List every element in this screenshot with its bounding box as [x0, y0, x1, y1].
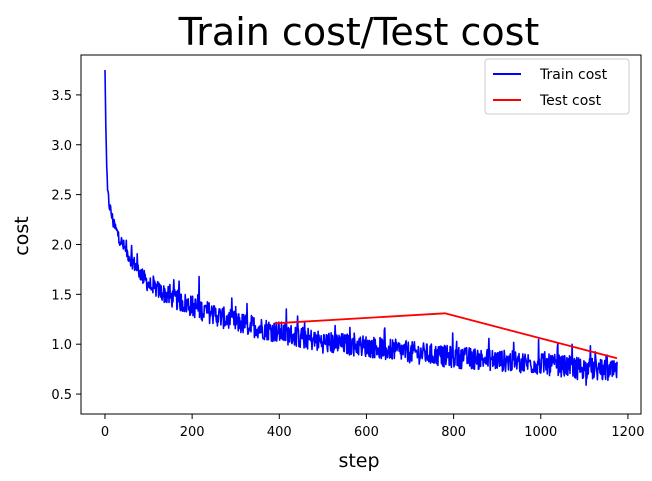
- y-tick-label: 1.0: [51, 338, 72, 353]
- y-tick-label: 2.0: [51, 238, 72, 253]
- y-axis-ticks: 0.5 1.0 1.5 2.0 2.5 3.0 3.5: [51, 89, 81, 403]
- x-tick-label: 0: [101, 425, 109, 440]
- x-tick-label: 600: [354, 425, 379, 440]
- x-tick-label: 1000: [524, 425, 557, 440]
- legend: Train cost Test cost: [484, 58, 630, 115]
- y-axis-title: cost: [11, 216, 33, 255]
- y-tick-label: 2.5: [51, 189, 72, 204]
- chart-title: Train cost/Test cost: [178, 10, 540, 54]
- x-tick-label: 200: [180, 425, 205, 440]
- y-tick-label: 3.5: [51, 89, 72, 104]
- x-axis-title: step: [338, 450, 379, 472]
- axes-frame: [80, 54, 642, 415]
- y-tick-label: 0.5: [51, 388, 72, 403]
- x-tick-label: 1200: [611, 425, 644, 440]
- legend-label-train: Train cost: [539, 67, 608, 83]
- series-line-1: [274, 312, 618, 360]
- series-line-0: [104, 69, 618, 386]
- y-tick-label: 3.0: [51, 139, 72, 154]
- y-tick-label: 1.5: [51, 288, 72, 303]
- legend-label-test: Test cost: [539, 93, 602, 109]
- x-tick-label: 400: [267, 425, 292, 440]
- x-axis-ticks: 0 200 400 600 800 1000 1200: [101, 414, 644, 440]
- x-tick-label: 800: [441, 425, 466, 440]
- plot-area: [104, 69, 618, 386]
